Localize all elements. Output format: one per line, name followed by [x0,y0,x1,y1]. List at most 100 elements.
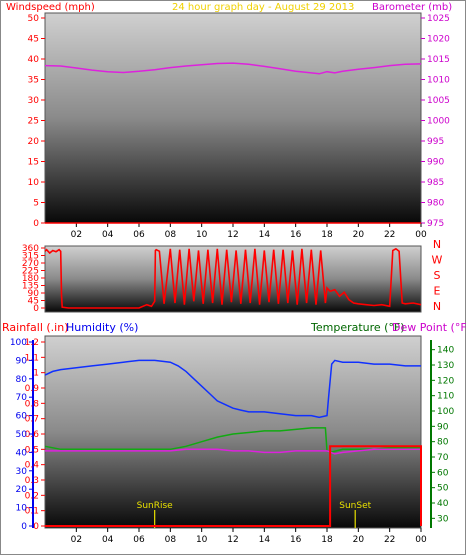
hour-tick-label: 06 [133,230,145,240]
rainfall-tick-label: 0.6 [25,430,40,440]
temperature-tick-label: 70 [437,453,449,463]
windspeed-tick-label: 5 [33,199,39,209]
rainfall-tick-label: 1.1 [25,353,39,363]
series-barometer-line [44,62,422,75]
barometer-tick-label: 985 [427,178,444,188]
rainfall-tick-label: 0.2 [25,491,39,501]
barometer-tick-label: 1015 [427,55,450,65]
hour-tick-label: 06 [133,535,145,545]
hour-tick-label: 20 [353,535,365,545]
windspeed-tick-label: 30 [28,96,40,106]
hour-tick-label: 10 [196,535,208,545]
chart-title: 24 hour graph day - August 29 2013 [172,2,354,13]
hour-tick-label: 04 [102,230,114,240]
windspeed-tick-label: 50 [28,14,40,24]
hour-tick-label: 12 [227,230,238,240]
series-dew-point-line [45,448,421,455]
temperature-axis-title: Temperature (°F) [310,321,405,334]
hour-tick-label: 02 [71,230,82,240]
hour-tick-label: 14 [259,230,271,240]
panel-3-plot-area [44,335,422,529]
windspeed-axis-title: Windspeed (mph) [6,2,95,13]
compass-label: W [432,254,443,267]
hour-tick-label: 20 [353,230,365,240]
series-temperature-line [44,427,421,454]
windspeed-tick-label: 0 [33,219,39,229]
temperature-tick-label: 120 [437,376,454,386]
direction-tick-label: 315 [22,252,39,262]
temperature-tick-label: 40 [437,499,449,509]
temperature-tick-label: 140 [437,346,454,356]
humidity-tick-label: 60 [16,412,28,422]
hour-tick-label: 00 [415,535,427,545]
windspeed-tick-label: 15 [28,158,39,168]
rainfall-tick-label: 1 [33,369,39,379]
rainfall-axis-title: Rainfall (.in) [2,321,69,334]
rainfall-tick-label: 0.7 [25,415,39,425]
rainfall-tick-label: 0.1 [25,507,39,517]
barometer-tick-label: 1010 [427,76,450,86]
direction-tick-label: 360 [22,244,39,254]
hour-tick-label: 14 [259,535,271,545]
humidity-tick-label: 80 [16,375,28,385]
direction-tick-label: 180 [22,274,39,284]
rainfall-tick-label: 0.8 [25,399,40,409]
barometer-tick-label: 1025 [427,14,450,24]
direction-tick-label: 270 [22,259,39,269]
hour-tick-label: 00 [415,230,427,240]
temperature-tick-label: 100 [437,407,454,417]
rainfall-tick-label: 1.2 [25,338,39,348]
hour-tick-label: 04 [102,535,114,545]
barometer-tick-label: 1005 [427,96,450,106]
humidity-tick-label: 0 [21,522,27,532]
humidity-tick-label: 20 [16,485,28,495]
panel-1-plot-area [44,12,422,224]
humidity-tick-label: 50 [16,430,28,440]
barometer-tick-label: 980 [427,199,444,209]
hour-tick-label: 02 [71,535,82,545]
rainfall-tick-label: 0.3 [25,476,39,486]
compass-label: E [434,285,441,298]
temperature-tick-label: 60 [437,468,449,478]
temperature-tick-label: 30 [437,514,449,524]
rainfall-tick-label: 0 [33,522,39,532]
hour-tick-label: 22 [384,535,395,545]
humidity-axis-title: Humidity (%) [66,321,138,334]
hour-tick-label: 18 [321,230,333,240]
dewpoint-axis-title: Dew Point (°F) [392,321,466,334]
windspeed-tick-label: 40 [28,55,40,65]
rainfall-tick-label: 0.5 [25,445,39,455]
direction-tick-label: 90 [28,289,40,299]
temperature-tick-label: 130 [437,361,454,371]
humidity-tick-label: 70 [16,393,28,403]
series-rainfall-line [45,445,422,527]
series-wind-direction-line [44,247,422,309]
hour-tick-label: 12 [227,535,238,545]
humidity-tick-label: 90 [16,356,28,366]
humidity-tick-label: 100 [10,338,27,348]
compass-label: N [433,300,441,313]
rainfall-tick-label: 0.4 [25,461,40,471]
sunset-label: SunSet [339,501,371,511]
compass-label: S [434,269,441,282]
windspeed-tick-label: 35 [28,76,39,86]
compass-label: N [433,238,441,251]
rainfall-tick-label: 0.9 [25,384,40,394]
temperature-tick-label: 90 [437,422,449,432]
direction-tick-label: 45 [28,297,39,307]
barometer-tick-label: 1020 [427,35,450,45]
temperature-tick-label: 110 [437,392,454,402]
hour-tick-label: 16 [290,230,302,240]
humidity-tick-label: 10 [16,504,28,514]
hour-tick-label: 08 [165,230,177,240]
direction-tick-label: 225 [22,267,39,277]
sunrise-label: SunRise [137,501,174,511]
series-humidity-line [44,359,421,419]
windspeed-tick-label: 25 [28,117,39,127]
windspeed-tick-label: 10 [28,178,40,188]
hour-tick-label: 08 [165,535,177,545]
temperature-tick-label: 50 [437,484,449,494]
barometer-tick-label: 990 [427,158,444,168]
direction-tick-label: 135 [22,282,39,292]
